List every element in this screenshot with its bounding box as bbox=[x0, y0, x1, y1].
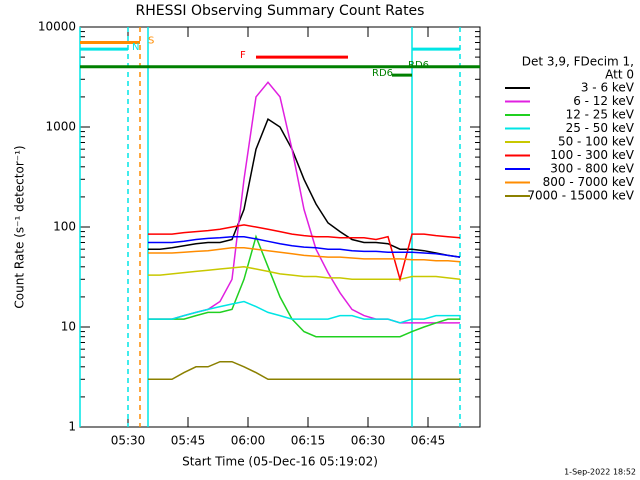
legend-title: Det 3,9, FDecim 1, bbox=[522, 55, 634, 69]
y-tick-label: 1000 bbox=[45, 120, 76, 134]
series-line bbox=[148, 224, 461, 283]
x-axis-label: Start Time (05-Dec-16 05:19:02) bbox=[182, 455, 378, 469]
legend-label: 50 - 100 keV bbox=[558, 135, 635, 149]
x-tick-label: 06:45 bbox=[411, 434, 446, 448]
x-tick-label: 06:15 bbox=[291, 434, 326, 448]
y-tick-label: 10000 bbox=[38, 20, 76, 34]
footer: 1-Sep-2022 18:52 bbox=[564, 468, 636, 477]
series-line bbox=[148, 266, 461, 281]
flag-label: F bbox=[240, 50, 246, 61]
x-tick-label: 05:30 bbox=[111, 434, 146, 448]
flag-label: RD6 bbox=[408, 60, 429, 71]
legend-title: Att 0 bbox=[605, 68, 634, 82]
y-tick-label: 1 bbox=[68, 420, 76, 434]
legend-label: 3 - 6 keV bbox=[581, 81, 635, 95]
legend-label: 12 - 25 keV bbox=[566, 108, 635, 122]
legend-label: 100 - 300 keV bbox=[550, 148, 634, 162]
flag-label: S bbox=[148, 35, 154, 46]
y-tick-label: 10 bbox=[61, 320, 76, 334]
legend-label: 800 - 7000 keV bbox=[543, 175, 635, 189]
legend-label: 6 - 12 keV bbox=[573, 94, 635, 108]
series-line bbox=[148, 300, 460, 324]
flag-label: RD6 bbox=[372, 68, 393, 79]
y-tick-label: 100 bbox=[53, 220, 76, 234]
series-line bbox=[148, 235, 461, 258]
y-axis-label: Count Rate (s⁻¹ detector⁻¹) bbox=[13, 145, 27, 308]
x-tick-label: 06:30 bbox=[351, 434, 386, 448]
x-tick-label: 06:00 bbox=[231, 434, 266, 448]
legend-label: 300 - 800 keV bbox=[550, 162, 634, 176]
x-tick-label: 05:45 bbox=[171, 434, 206, 448]
series-line bbox=[148, 247, 461, 263]
series-line bbox=[148, 234, 460, 338]
legend-label: 7000 - 15000 keV bbox=[527, 189, 634, 203]
flag-label: N bbox=[132, 42, 139, 53]
series-line bbox=[148, 360, 460, 381]
legend-label: 25 - 50 keV bbox=[566, 121, 635, 135]
chart-title: RHESSI Observing Summary Count Rates bbox=[136, 3, 425, 19]
